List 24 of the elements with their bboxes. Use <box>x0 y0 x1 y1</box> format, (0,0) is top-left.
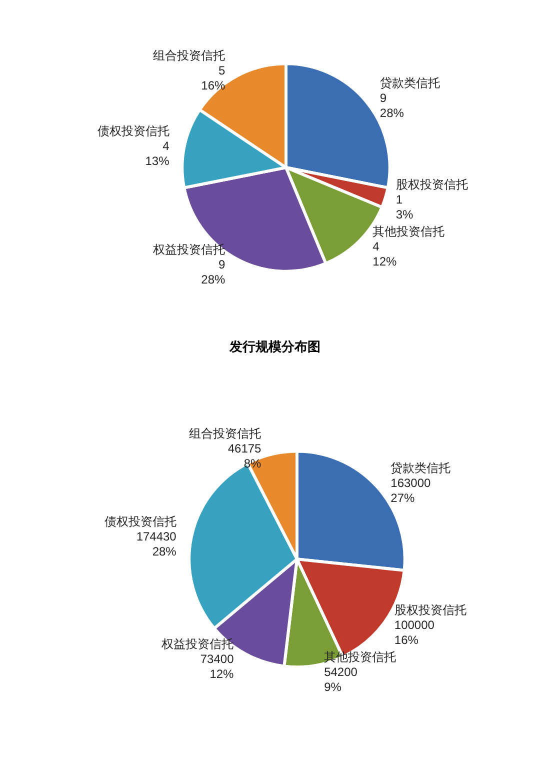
data-label: 73400 12% <box>200 652 234 682</box>
slice-label: 权益投资信托 <box>152 242 226 256</box>
slice-label: 股权投资信托 <box>396 177 468 192</box>
data-label: 100000 16% <box>394 618 435 648</box>
slice-label: 组合投资信托 <box>153 48 226 63</box>
data-label: 9 28% <box>380 90 404 120</box>
data-label: 4 12% <box>372 239 398 268</box>
slice-label: 其他投资信托 <box>372 224 445 238</box>
slice-label: 权益投资信托 <box>160 637 234 652</box>
chart-title: 发行规模分布图 <box>228 339 320 354</box>
slice-label: 股权投资信托 <box>394 603 466 618</box>
slice-label: 债权投资信托 <box>97 124 170 138</box>
data-label: 1 3% <box>396 192 414 222</box>
slice-label: 贷款类信托 <box>380 76 440 90</box>
slice-label: 贷款类信托 <box>390 460 451 475</box>
slice-label: 组合投资信托 <box>189 426 262 440</box>
slice-label: 其他投资信托 <box>324 650 396 664</box>
data-label: 9 28% <box>201 257 226 286</box>
data-label: 174430 28% <box>136 530 177 559</box>
data-label: 163000 27% <box>390 476 432 505</box>
data-label: 4 13% <box>145 139 170 168</box>
slice-label: 债权投资信托 <box>104 514 176 529</box>
data-label: 54200 9% <box>324 665 358 694</box>
data-label: 5 16% <box>201 64 226 93</box>
